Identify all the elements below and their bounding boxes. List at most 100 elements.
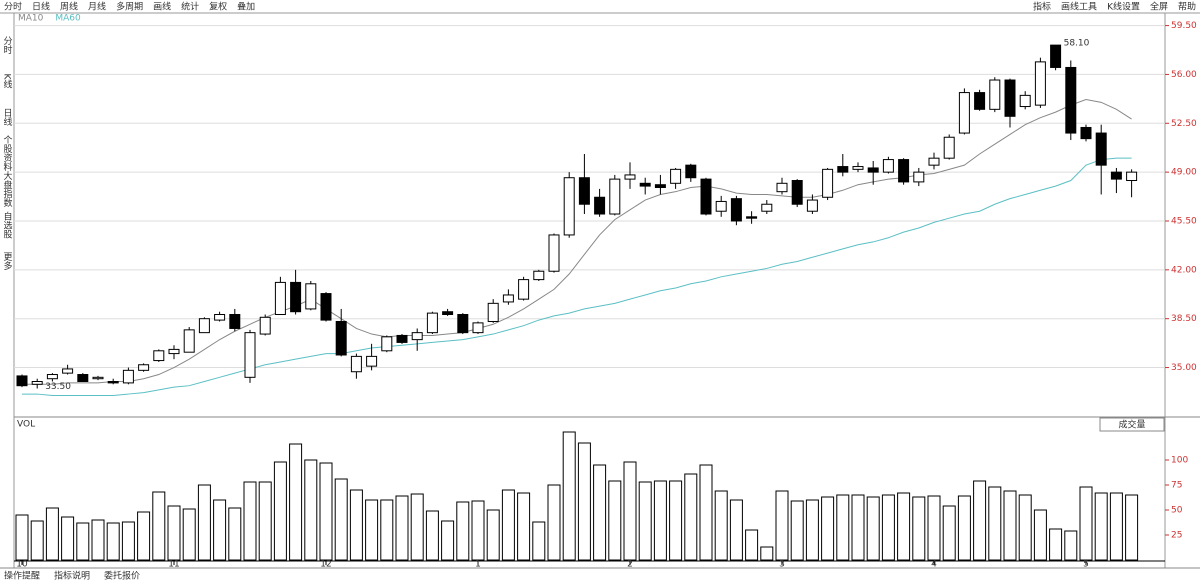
volume-bar [486,509,500,561]
volume-bar [197,484,211,561]
sidebar-tab[interactable]: 日线 [2,108,13,126]
candle-body [168,348,180,355]
toolbar-button[interactable]: 指标 [1033,1,1051,13]
candle-body [1034,61,1046,106]
volume-bar [866,496,880,561]
sidebar-tab[interactable]: 更多 [2,252,13,271]
candle-body [746,216,758,219]
candle-body [654,184,666,188]
candle-body [46,374,58,380]
candle-body [138,364,150,371]
volume-bar [456,501,470,561]
x-tick-label: 12 [320,560,331,570]
toolbar-button[interactable]: 画线 [153,1,171,13]
volume-bar [973,480,987,561]
toolbar-button[interactable]: 多周期 [116,1,143,13]
candle-body [837,166,849,173]
candle-body [335,320,347,356]
volume-bar [897,492,911,561]
volume-bar [517,492,531,561]
sidebar-tab[interactable]: 分时 [2,36,13,54]
y-tick-label: 59.50 [1171,21,1197,31]
toolbar-button[interactable]: 周线 [60,1,78,13]
sidebar-tab[interactable]: 大盘指数 [2,170,13,208]
y-tick-label: 25 [1171,531,1182,541]
candle-body [107,381,119,384]
y-tick-label: 38.50 [1171,314,1197,324]
candle-body [411,332,423,341]
volume-bar [927,495,941,561]
candle-body [1050,44,1062,68]
toolbar-button[interactable]: 叠加 [237,2,255,13]
y-tick-label: 49.00 [1171,168,1197,178]
volume-bar [836,494,850,561]
candle-body [229,314,241,329]
volume-bar [61,516,75,561]
toolbar-button[interactable]: K线设置 [1107,1,1140,13]
candle-body [472,322,484,334]
volume-bar [395,495,409,561]
volume-button-frame[interactable] [1099,417,1165,432]
candle-body [578,177,590,205]
candle-body [730,198,742,222]
volume-bar [669,480,683,561]
volume-bar [684,473,698,561]
bottom-tab[interactable]: 指标说明 [54,570,90,582]
sidebar-tab[interactable]: 自选股 [2,210,13,239]
volume-bar [1018,494,1032,561]
toolbar-button[interactable]: 全屏 [1150,1,1168,13]
volume-bar [425,510,439,561]
volume-button[interactable]: 成交量 [1118,419,1145,431]
candle-body [1126,171,1138,182]
candle-body [290,281,302,313]
candle-body [183,329,195,353]
candle-body [563,177,575,236]
candle-body [1095,132,1107,166]
x-tick-label: 4 [931,560,937,570]
sidebar-tab[interactable]: K线 [2,74,13,89]
toolbar-button[interactable]: 月线 [88,1,106,13]
candle-body [715,200,727,212]
volume-bar [273,461,287,561]
candle-body [320,293,332,321]
volume-bar [638,481,652,561]
toolbar-button[interactable]: 统计 [181,1,199,13]
candle-body [700,178,712,215]
candle-body [639,182,651,187]
candle-body [518,279,530,300]
candle-body [685,164,697,179]
x-tick-label: 2 [627,560,633,570]
volume-bar [304,459,318,561]
toolbar-button[interactable]: 复权 [209,1,227,13]
volume-bar [1049,528,1063,561]
volume-bar [988,486,1002,561]
toolbar-button[interactable]: 画线工具 [1061,1,1097,13]
volume-bar [608,480,622,561]
sidebar-tab[interactable]: 个股资料 [2,135,13,172]
x-tick-label: 10 [16,560,28,570]
bottom-tab[interactable]: 操作提醒 [4,570,40,582]
candle-body [1110,171,1122,180]
toolbar-button[interactable]: 帮助 [1178,1,1196,13]
bottom-tab[interactable]: 委托报价 [104,570,140,582]
volume-bar [881,494,895,561]
volume-bar [410,493,424,561]
volume-bar [577,442,591,561]
candle-body [533,270,545,281]
toolbar-button[interactable]: 日线 [32,1,50,13]
volume-bar [562,431,576,561]
x-tick-label: 5 [1083,560,1089,570]
volume-bar [334,478,348,561]
y-tick-label: 50 [1171,506,1183,516]
candle-body [153,350,165,362]
volume-bar [121,521,135,561]
y-tick-label: 100 [1171,456,1188,466]
toolbar-button[interactable]: 分时 [4,1,22,13]
extreme-label: 58.10 [1064,39,1090,49]
volume-bar [380,499,394,561]
volume-bar [745,529,759,561]
candle-body [396,334,408,343]
volume-bar [106,522,120,561]
volume-bar [957,495,971,561]
